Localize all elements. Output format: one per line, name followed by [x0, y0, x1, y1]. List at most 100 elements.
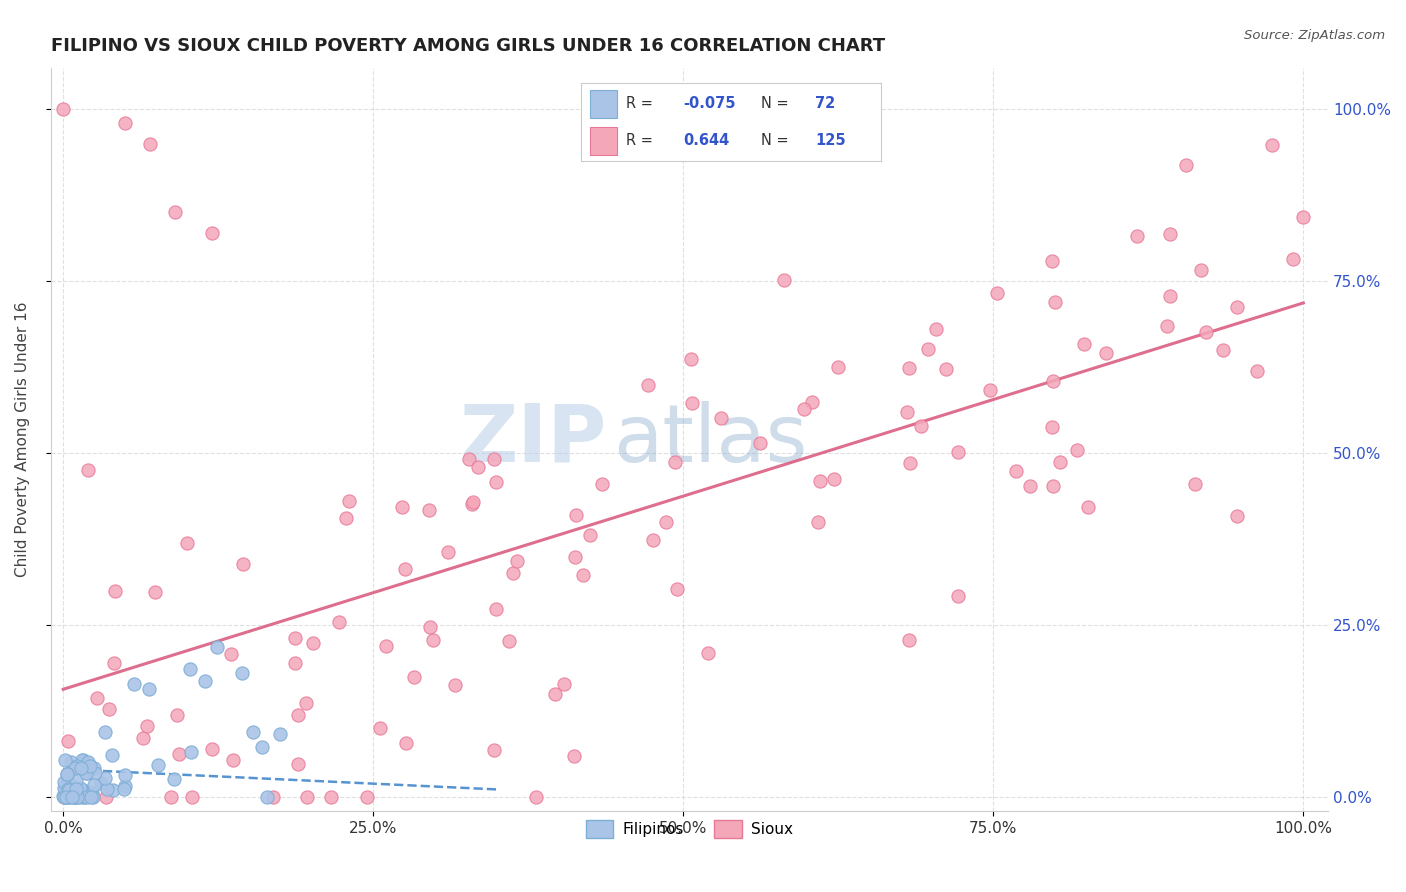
Point	[180, 746, 202, 760]
Point	[136, 719, 159, 733]
Point	[163, 205, 186, 219]
Legend: Filipinos, Sioux: Filipinos, Sioux	[579, 814, 799, 845]
Point	[101, 783, 124, 797]
Point	[664, 455, 686, 469]
Point	[145, 584, 167, 599]
Point	[94, 771, 117, 785]
Point	[242, 725, 264, 739]
Point	[59, 756, 82, 770]
Point	[201, 742, 224, 756]
Point	[391, 500, 413, 515]
Point	[167, 747, 190, 762]
Point	[463, 495, 485, 509]
Point	[485, 475, 508, 489]
Point	[1212, 343, 1234, 358]
Point	[76, 756, 98, 770]
Point	[335, 511, 357, 525]
Point	[52, 789, 75, 803]
Point	[59, 790, 82, 805]
Point	[295, 696, 318, 710]
Point	[457, 452, 479, 467]
Point	[1019, 479, 1042, 493]
Point	[72, 754, 94, 768]
Point	[72, 790, 94, 805]
Point	[368, 721, 391, 735]
Point	[56, 781, 79, 796]
Point	[166, 707, 188, 722]
Point	[73, 790, 96, 805]
Point	[564, 550, 586, 565]
Point	[697, 646, 720, 660]
Text: ZIP: ZIP	[460, 401, 606, 479]
Point	[63, 790, 86, 805]
Point	[807, 515, 830, 529]
Point	[1049, 455, 1071, 469]
Point	[679, 352, 702, 367]
Point	[709, 411, 731, 425]
Point	[231, 666, 253, 681]
Point	[60, 790, 83, 805]
Point	[138, 681, 160, 696]
Point	[69, 761, 91, 775]
Point	[96, 782, 118, 797]
Point	[1156, 319, 1178, 334]
Point	[506, 554, 529, 568]
Point	[935, 362, 957, 376]
Point	[76, 790, 98, 805]
Point	[502, 566, 524, 580]
Point	[1073, 336, 1095, 351]
Point	[553, 677, 575, 691]
Point	[59, 777, 82, 791]
Point	[63, 790, 86, 805]
Point	[681, 396, 703, 410]
Point	[63, 761, 86, 775]
Point	[77, 757, 100, 772]
Point	[67, 790, 90, 805]
Point	[52, 775, 75, 789]
Point	[53, 790, 76, 805]
Point	[498, 634, 520, 648]
Point	[179, 662, 201, 676]
Point	[63, 790, 86, 805]
Point	[262, 790, 284, 805]
Point	[66, 790, 89, 805]
Point	[69, 783, 91, 797]
Point	[823, 472, 845, 486]
Point	[485, 601, 508, 615]
Point	[419, 620, 441, 634]
Point	[86, 691, 108, 706]
Point	[114, 116, 136, 130]
Point	[83, 761, 105, 775]
Point	[524, 790, 547, 805]
Point	[461, 497, 484, 511]
Point	[1040, 253, 1063, 268]
Point	[80, 790, 103, 805]
Point	[76, 758, 98, 772]
Point	[467, 459, 489, 474]
Point	[181, 790, 204, 805]
Point	[56, 734, 79, 748]
Point	[1159, 227, 1181, 242]
Point	[1175, 158, 1198, 172]
Point	[800, 395, 823, 409]
Point	[1189, 262, 1212, 277]
Point	[58, 782, 80, 797]
Point	[793, 402, 815, 417]
Point	[65, 772, 87, 787]
Point	[1042, 479, 1064, 493]
Point	[72, 782, 94, 797]
Point	[1226, 509, 1249, 524]
Point	[205, 640, 228, 654]
Point	[1261, 138, 1284, 153]
Point	[319, 790, 342, 805]
Point	[418, 503, 440, 517]
Point	[139, 136, 162, 151]
Point	[402, 670, 425, 684]
Point	[898, 632, 921, 647]
Point	[1126, 228, 1149, 243]
Point	[1042, 374, 1064, 388]
Point	[148, 758, 170, 772]
Point	[222, 753, 245, 767]
Point	[295, 790, 318, 805]
Text: FILIPINO VS SIOUX CHILD POVERTY AMONG GIRLS UNDER 16 CORRELATION CHART: FILIPINO VS SIOUX CHILD POVERTY AMONG GI…	[51, 37, 884, 55]
